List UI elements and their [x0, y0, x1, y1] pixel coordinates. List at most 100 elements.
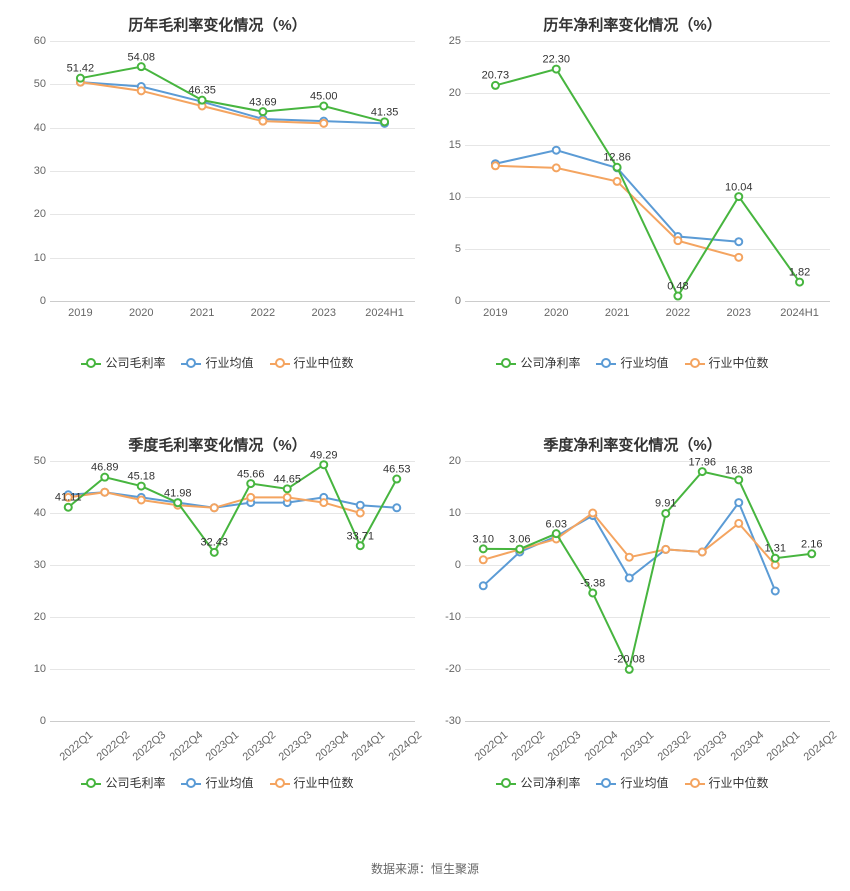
series-marker-company [589, 589, 596, 596]
legend-label: 行业中位数 [294, 354, 354, 371]
series-marker-company [626, 666, 633, 673]
series-marker-avg [772, 588, 779, 595]
plot-area: 0510152025201920202021202220232024H120.7… [465, 41, 830, 302]
legend-swatch-icon [270, 778, 290, 788]
x-tick-label: 2024Q1 [765, 729, 803, 763]
series-marker-median [589, 510, 596, 517]
x-tick-label: 2023Q3 [692, 729, 730, 763]
series-layer [50, 461, 415, 721]
x-tick-label: 2022Q4 [582, 729, 620, 763]
x-tick-label: 2023 [312, 307, 336, 319]
series-marker-company [101, 474, 108, 481]
series-marker-company [699, 468, 706, 475]
series-marker-avg [357, 502, 364, 509]
panel-quarter-net: 季度净利率变化情况（%）-30-20-10010202022Q12022Q220… [425, 430, 840, 850]
series-marker-median [211, 504, 218, 511]
legend-label: 行业中位数 [294, 774, 354, 791]
series-marker-company [259, 108, 266, 115]
series-marker-median [492, 162, 499, 169]
series-marker-median [553, 164, 560, 171]
x-tick-label: 2023Q1 [619, 729, 657, 763]
y-tick-label: 25 [433, 35, 461, 47]
legend-swatch-icon [81, 778, 101, 788]
series-line-company [495, 69, 799, 296]
legend-label: 公司毛利率 [105, 354, 165, 371]
series-marker-median [284, 494, 291, 501]
panel-annual-net: 历年净利率变化情况（%）0510152025201920202021202220… [425, 10, 840, 430]
x-tick-label: 2022Q1 [58, 729, 96, 763]
x-tick-label: 2022Q4 [167, 729, 205, 763]
series-marker-avg [735, 499, 742, 506]
y-tick-label: 20 [433, 87, 461, 99]
series-marker-company [247, 480, 254, 487]
series-marker-company [77, 75, 84, 82]
legend-item-median: 行业中位数 [685, 774, 769, 791]
series-marker-company [199, 97, 206, 104]
legend-swatch-icon [81, 358, 101, 368]
series-marker-company [674, 293, 681, 300]
plot-area: 010203040502022Q12022Q22022Q32022Q42023Q… [50, 461, 415, 722]
legend-item-company: 公司毛利率 [81, 774, 165, 791]
y-tick-label: 0 [433, 295, 461, 307]
y-tick-label: 10 [18, 252, 46, 264]
series-marker-avg [393, 504, 400, 511]
series-marker-company [320, 103, 327, 110]
series-marker-company [735, 476, 742, 483]
series-marker-company [357, 542, 364, 549]
series-marker-company [393, 476, 400, 483]
y-tick-label: 10 [433, 191, 461, 203]
y-tick-label: -10 [433, 611, 461, 623]
series-marker-median [138, 497, 145, 504]
y-tick-label: 40 [18, 507, 46, 519]
series-marker-median [662, 546, 669, 553]
data-source-footer: 数据来源：恒生聚源 [10, 860, 840, 877]
y-tick-label: 0 [433, 559, 461, 571]
series-marker-median [626, 554, 633, 561]
series-marker-median [735, 254, 742, 261]
legend-swatch-icon [596, 778, 616, 788]
chart-title: 历年毛利率变化情况（%） [10, 14, 425, 35]
y-tick-label: 60 [18, 35, 46, 47]
legend-swatch-icon [596, 358, 616, 368]
series-marker-company [284, 485, 291, 492]
legend-swatch-icon [181, 778, 201, 788]
y-tick-label: 20 [433, 455, 461, 467]
series-layer [465, 41, 830, 301]
x-tick-label: 2022Q3 [131, 729, 169, 763]
legend-swatch-icon [685, 358, 705, 368]
legend: 公司毛利率行业均值行业中位数 [10, 354, 425, 371]
series-marker-median [320, 499, 327, 506]
series-marker-company [211, 549, 218, 556]
x-tick-label: 2019 [68, 307, 92, 319]
x-tick-label: 2023Q4 [728, 729, 766, 763]
series-marker-company [381, 118, 388, 125]
series-marker-median [357, 510, 364, 517]
chart-title: 季度净利率变化情况（%） [425, 434, 840, 455]
y-tick-label: 10 [433, 507, 461, 519]
series-marker-company [735, 193, 742, 200]
x-tick-label: 2021 [190, 307, 214, 319]
series-marker-avg [735, 238, 742, 245]
x-tick-label: 2022 [666, 307, 690, 319]
series-marker-company [553, 530, 560, 537]
series-marker-median [735, 520, 742, 527]
series-marker-median [674, 237, 681, 244]
legend-item-avg: 行业均值 [181, 774, 253, 791]
legend-item-median: 行业中位数 [685, 354, 769, 371]
y-tick-label: 15 [433, 139, 461, 151]
series-line-company [483, 472, 812, 670]
legend-item-company: 公司毛利率 [81, 354, 165, 371]
plot-area: 0102030405060201920202021202220232024H15… [50, 41, 415, 302]
series-marker-avg [480, 582, 487, 589]
y-tick-label: 5 [433, 243, 461, 255]
legend: 公司净利率行业均值行业中位数 [425, 774, 840, 791]
legend-swatch-icon [270, 358, 290, 368]
series-layer [50, 41, 415, 301]
legend-label: 行业中位数 [709, 354, 769, 371]
series-marker-median [65, 494, 72, 501]
x-tick-label: 2024Q2 [801, 729, 839, 763]
chart-grid: 历年毛利率变化情况（%） 0102030405060201920202021202… [10, 10, 840, 850]
legend-label: 公司毛利率 [105, 774, 165, 791]
series-marker-company [65, 504, 72, 511]
series-marker-company [796, 279, 803, 286]
